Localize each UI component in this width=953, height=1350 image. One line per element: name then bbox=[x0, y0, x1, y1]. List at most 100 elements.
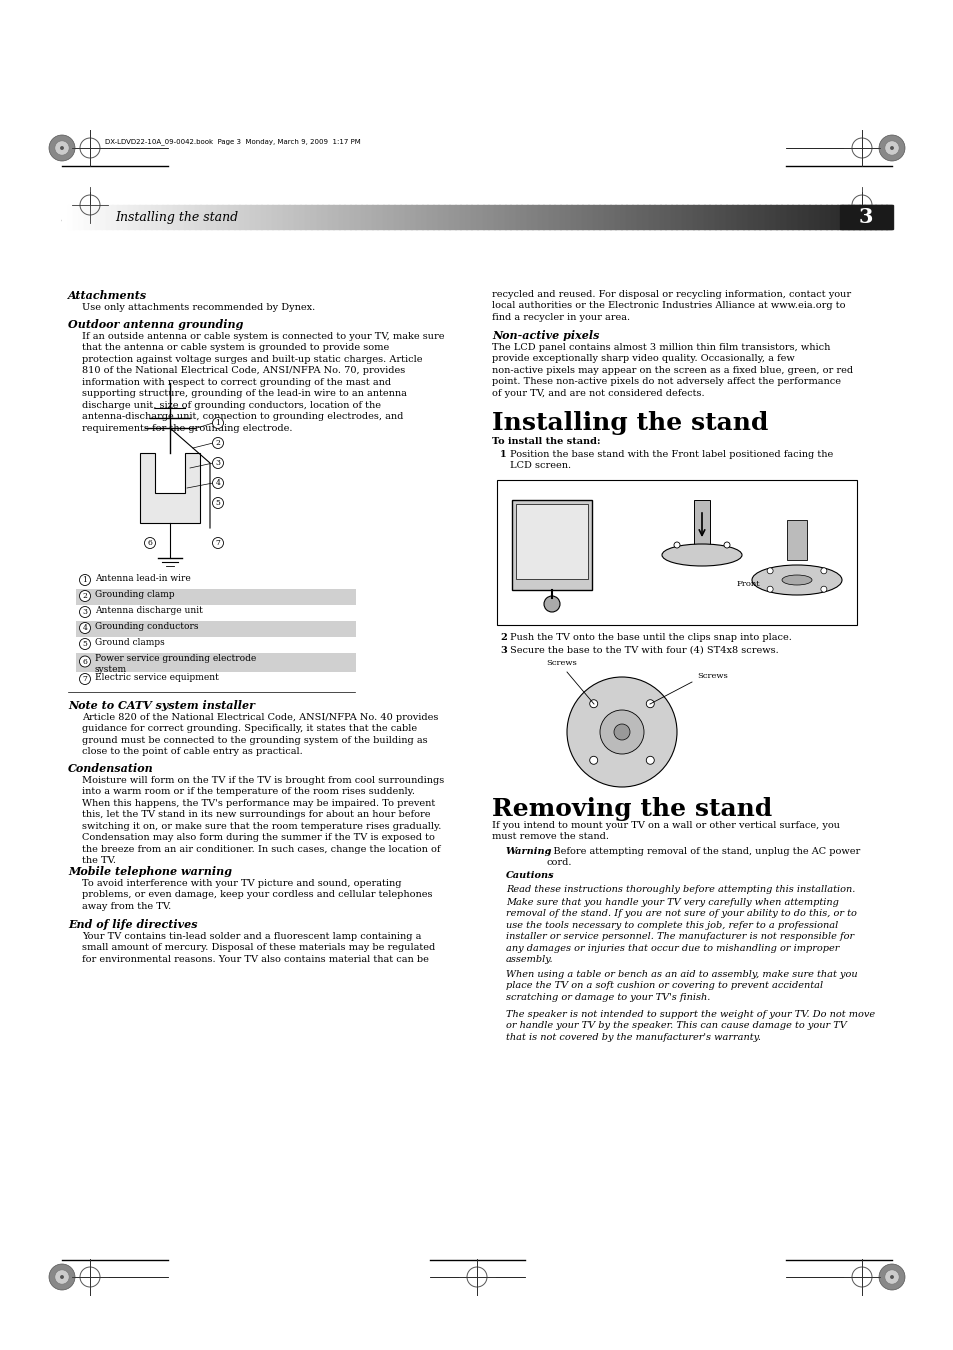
Circle shape bbox=[60, 146, 64, 150]
Bar bbox=[642, 205, 649, 230]
Bar bbox=[543, 205, 549, 230]
Bar bbox=[106, 205, 112, 230]
Bar bbox=[267, 205, 273, 230]
Text: Your TV contains tin-lead solder and a fluorescent lamp containing a
small amoun: Your TV contains tin-lead solder and a f… bbox=[82, 931, 435, 964]
Text: 2: 2 bbox=[83, 593, 88, 599]
Circle shape bbox=[878, 1264, 904, 1291]
Bar bbox=[410, 205, 416, 230]
Circle shape bbox=[889, 146, 893, 150]
Bar bbox=[554, 205, 560, 230]
Bar bbox=[659, 205, 665, 230]
Text: 7: 7 bbox=[215, 539, 220, 547]
Bar bbox=[631, 205, 638, 230]
Bar bbox=[692, 205, 699, 230]
Bar bbox=[382, 205, 389, 230]
Circle shape bbox=[79, 622, 91, 633]
Bar bbox=[869, 205, 876, 230]
Bar bbox=[693, 500, 709, 545]
Text: The speaker is not intended to support the weight of your TV. Do not move
or han: The speaker is not intended to support t… bbox=[505, 1010, 874, 1042]
Bar bbox=[421, 205, 428, 230]
Circle shape bbox=[213, 478, 223, 489]
Bar bbox=[322, 205, 328, 230]
Bar bbox=[741, 205, 748, 230]
Bar bbox=[648, 205, 655, 230]
Bar bbox=[676, 205, 682, 230]
Bar bbox=[703, 205, 710, 230]
Bar bbox=[786, 520, 806, 560]
Circle shape bbox=[820, 568, 826, 574]
Bar bbox=[587, 205, 594, 230]
Bar bbox=[537, 205, 544, 230]
Text: Secure the base to the TV with four (4) ST4x8 screws.: Secure the base to the TV with four (4) … bbox=[510, 647, 778, 655]
Text: 3: 3 bbox=[82, 608, 88, 616]
Bar bbox=[626, 205, 632, 230]
Circle shape bbox=[54, 140, 69, 155]
Bar bbox=[427, 205, 434, 230]
Text: 5: 5 bbox=[215, 500, 220, 508]
Bar bbox=[156, 205, 162, 230]
Text: :: : bbox=[548, 871, 552, 880]
Bar bbox=[598, 205, 604, 230]
Bar bbox=[388, 205, 395, 230]
Circle shape bbox=[566, 676, 677, 787]
Bar bbox=[338, 205, 345, 230]
Text: Screws: Screws bbox=[546, 659, 577, 667]
Bar bbox=[101, 205, 107, 230]
Bar bbox=[299, 205, 306, 230]
Text: 6: 6 bbox=[83, 657, 88, 666]
Bar bbox=[294, 205, 300, 230]
Text: Moisture will form on the TV if the TV is brought from cool surroundings
into a : Moisture will form on the TV if the TV i… bbox=[82, 776, 444, 865]
Text: Position the base stand with the Front label positioned facing the
LCD screen.: Position the base stand with the Front l… bbox=[510, 450, 832, 470]
Text: Use only attachments recommended by Dynex.: Use only attachments recommended by Dyne… bbox=[82, 302, 314, 312]
Bar bbox=[455, 205, 461, 230]
Bar bbox=[836, 205, 842, 230]
Bar bbox=[250, 205, 256, 230]
Text: Installing the stand: Installing the stand bbox=[492, 410, 767, 435]
Text: If an outside antenna or cable system is connected to your TV, make sure
that th: If an outside antenna or cable system is… bbox=[82, 332, 444, 432]
Text: 2: 2 bbox=[499, 633, 506, 643]
Ellipse shape bbox=[781, 575, 811, 585]
Bar bbox=[471, 205, 477, 230]
Text: Read these instructions thoroughly before attempting this installation.: Read these instructions thoroughly befor… bbox=[505, 886, 855, 894]
Text: Attachments: Attachments bbox=[68, 290, 147, 301]
Circle shape bbox=[589, 756, 598, 764]
Bar bbox=[305, 205, 312, 230]
Text: Antenna discharge unit: Antenna discharge unit bbox=[95, 606, 203, 616]
Bar bbox=[355, 205, 361, 230]
Bar bbox=[581, 205, 588, 230]
Circle shape bbox=[723, 541, 729, 548]
Bar bbox=[792, 205, 798, 230]
Bar bbox=[90, 205, 96, 230]
Bar bbox=[73, 205, 79, 230]
Bar bbox=[571, 205, 577, 230]
Bar bbox=[283, 205, 290, 230]
Text: 3: 3 bbox=[499, 647, 506, 655]
Bar bbox=[808, 205, 815, 230]
Bar bbox=[504, 205, 511, 230]
Text: Antenna lead-in wire: Antenna lead-in wire bbox=[95, 574, 191, 583]
Text: Grounding conductors: Grounding conductors bbox=[95, 622, 198, 630]
Bar bbox=[449, 205, 456, 230]
Bar bbox=[609, 205, 616, 230]
Bar bbox=[172, 205, 179, 230]
Text: If you intend to mount your TV on a wall or other vertical surface, you
must rem: If you intend to mount your TV on a wall… bbox=[492, 821, 840, 841]
Bar bbox=[516, 205, 521, 230]
Circle shape bbox=[213, 498, 223, 509]
Circle shape bbox=[54, 1270, 69, 1284]
Circle shape bbox=[213, 437, 223, 448]
Circle shape bbox=[79, 606, 91, 617]
Circle shape bbox=[645, 699, 654, 707]
Bar bbox=[852, 205, 859, 230]
Text: The LCD panel contains almost 3 million thin film transistors, which
provide exc: The LCD panel contains almost 3 million … bbox=[492, 343, 852, 398]
Bar bbox=[814, 205, 821, 230]
Bar bbox=[498, 205, 505, 230]
Circle shape bbox=[79, 674, 91, 684]
Bar bbox=[76, 621, 355, 637]
Bar bbox=[233, 205, 240, 230]
Circle shape bbox=[79, 656, 91, 667]
Bar bbox=[405, 205, 411, 230]
Bar bbox=[84, 205, 91, 230]
Bar bbox=[802, 205, 809, 230]
Text: 1: 1 bbox=[83, 576, 88, 585]
Circle shape bbox=[599, 710, 643, 755]
